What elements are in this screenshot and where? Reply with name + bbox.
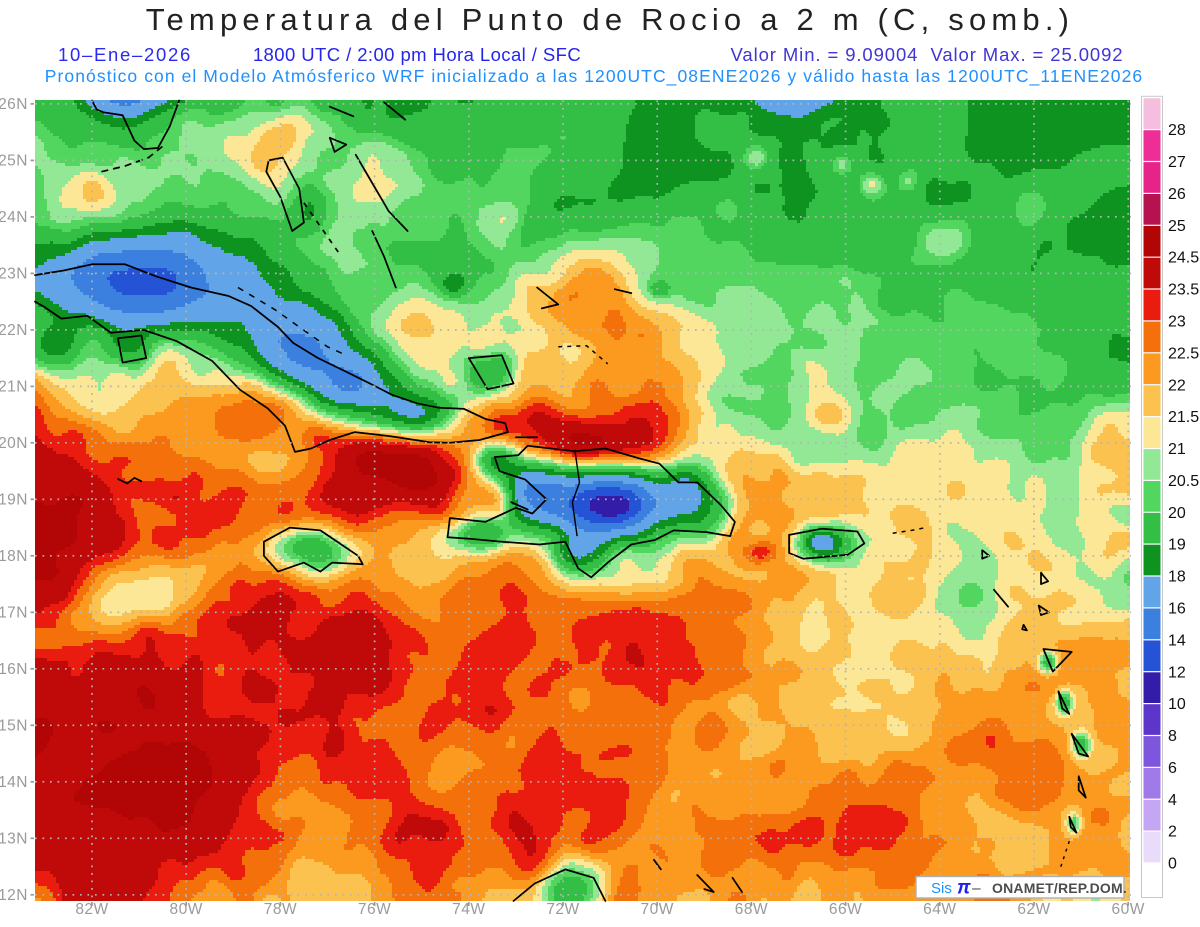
- svg-text:16N: 16N: [0, 661, 28, 678]
- svg-text:10: 10: [1168, 696, 1186, 713]
- svg-text:80W: 80W: [170, 901, 203, 918]
- svg-text:2: 2: [1168, 824, 1177, 841]
- svg-text:20: 20: [1168, 505, 1186, 522]
- svg-text:1800 UTC / 2:00 pm Hora Local: 1800 UTC / 2:00 pm Hora Local / SFC: [253, 44, 581, 65]
- svg-text:π: π: [957, 878, 971, 899]
- svg-text:22.5: 22.5: [1168, 345, 1199, 362]
- svg-text:Temperatura del Punto de Rocio: Temperatura del Punto de Rocio a 2 m (C,…: [146, 2, 1074, 37]
- svg-text:26: 26: [1168, 186, 1186, 203]
- svg-text:10–Ene–2026: 10–Ene–2026: [58, 44, 192, 65]
- svg-text:15N: 15N: [0, 717, 28, 734]
- svg-text:24.5: 24.5: [1168, 250, 1199, 267]
- svg-text:26N: 26N: [0, 96, 28, 113]
- svg-text:ONAMET/REP.DOM.: ONAMET/REP.DOM.: [992, 880, 1127, 896]
- svg-text:4: 4: [1168, 792, 1177, 809]
- svg-text:64W: 64W: [923, 901, 956, 918]
- svg-text:74W: 74W: [452, 901, 485, 918]
- svg-text:Valor Min. = 9.09004 Valor Ma: Valor Min. = 9.09004 Valor Max. = 25.009…: [731, 44, 1124, 65]
- svg-text:21N: 21N: [0, 378, 28, 395]
- svg-text:20.5: 20.5: [1168, 473, 1199, 490]
- svg-text:Sis: Sis: [931, 880, 952, 897]
- svg-text:20N: 20N: [0, 435, 28, 452]
- svg-text:–: –: [972, 880, 981, 897]
- svg-text:6: 6: [1168, 760, 1177, 777]
- svg-text:82W: 82W: [75, 901, 108, 918]
- svg-text:78W: 78W: [264, 901, 297, 918]
- svg-text:12N: 12N: [0, 887, 28, 904]
- svg-text:66W: 66W: [829, 901, 862, 918]
- svg-text:23.5: 23.5: [1168, 282, 1199, 299]
- svg-text:18: 18: [1168, 569, 1186, 586]
- svg-text:21.5: 21.5: [1168, 409, 1199, 426]
- svg-text:60W: 60W: [1112, 901, 1145, 918]
- svg-text:13N: 13N: [0, 830, 28, 847]
- svg-text:16: 16: [1168, 601, 1186, 618]
- svg-text:62W: 62W: [1017, 901, 1050, 918]
- svg-text:68W: 68W: [735, 901, 768, 918]
- svg-text:27: 27: [1168, 154, 1186, 171]
- svg-text:19N: 19N: [0, 491, 28, 508]
- svg-text:70W: 70W: [641, 901, 674, 918]
- svg-text:72W: 72W: [546, 901, 579, 918]
- svg-text:21: 21: [1168, 441, 1186, 458]
- svg-text:24N: 24N: [0, 209, 28, 226]
- svg-text:28: 28: [1168, 122, 1186, 139]
- svg-text:8: 8: [1168, 728, 1177, 745]
- svg-text:Pronóstico con el Modelo Atmós: Pronóstico con el Modelo Atmósferico WRF…: [45, 66, 1143, 87]
- svg-text:17N: 17N: [0, 604, 28, 621]
- svg-text:22N: 22N: [0, 322, 28, 339]
- svg-text:23N: 23N: [0, 265, 28, 282]
- svg-text:14: 14: [1168, 632, 1186, 649]
- svg-text:76W: 76W: [358, 901, 391, 918]
- svg-text:14N: 14N: [0, 774, 28, 791]
- svg-text:18N: 18N: [0, 548, 28, 565]
- svg-text:0: 0: [1168, 856, 1177, 873]
- svg-text:25: 25: [1168, 218, 1186, 235]
- svg-text:23: 23: [1168, 314, 1186, 331]
- svg-text:25N: 25N: [0, 152, 28, 169]
- svg-text:19: 19: [1168, 537, 1186, 554]
- svg-text:12: 12: [1168, 664, 1186, 681]
- svg-text:22: 22: [1168, 377, 1186, 394]
